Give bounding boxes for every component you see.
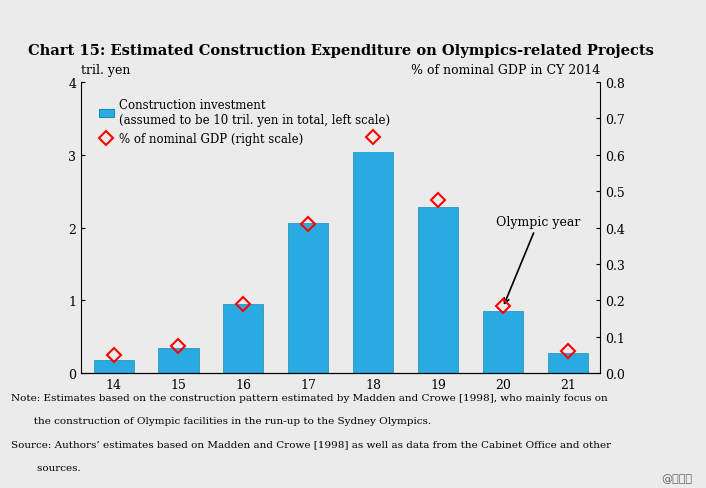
Bar (548, 353, 588, 373)
Text: Olympic year: Olympic year (496, 215, 580, 304)
Bar (223, 305, 263, 373)
Bar (418, 208, 458, 373)
Bar (93, 360, 133, 373)
Text: @格隆汇: @格隆汇 (661, 473, 692, 483)
Legend: Construction investment
(assumed to be 10 tril. yen in total, left scale), % of : Construction investment (assumed to be 1… (92, 92, 397, 153)
Text: Source: Authors’ estimates based on Madden and Crowe [1998] as well as data from: Source: Authors’ estimates based on Madd… (11, 440, 611, 448)
Bar (158, 348, 198, 373)
Bar (288, 224, 328, 373)
Text: % of nominal GDP in CY 2014: % of nominal GDP in CY 2014 (411, 64, 600, 77)
Text: Chart 15: Estimated Construction Expenditure on Olympics-related Projects: Chart 15: Estimated Construction Expendi… (28, 44, 654, 58)
Bar (353, 141, 393, 373)
Text: Note: Estimates based on the construction pattern estimated by Madden and Crowe : Note: Estimates based on the constructio… (11, 393, 607, 402)
Text: tril. yen: tril. yen (81, 64, 131, 77)
Text: the construction of Olympic facilities in the run-up to the Sydney Olympics.: the construction of Olympic facilities i… (11, 416, 431, 425)
Bar (483, 312, 523, 373)
Text: sources.: sources. (11, 463, 80, 472)
